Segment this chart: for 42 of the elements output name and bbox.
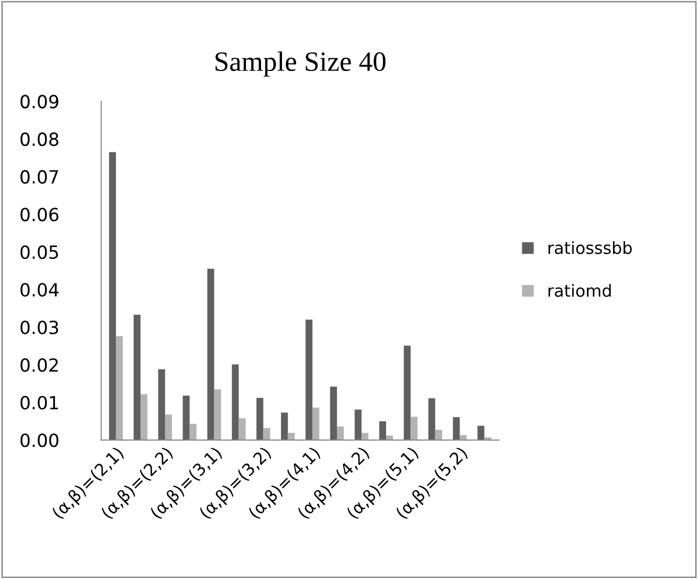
bar [280, 412, 288, 440]
y-tick-label: 0.01 [20, 396, 58, 410]
bar [306, 320, 312, 440]
bar [116, 336, 123, 440]
bar [214, 389, 222, 440]
bar [362, 432, 368, 440]
bar [134, 314, 141, 440]
bar [330, 386, 337, 440]
y-tick-label: 0.04 [20, 282, 59, 297]
bar [238, 418, 246, 440]
bar [410, 416, 418, 440]
bar [232, 364, 239, 440]
y-tick-label: 0.08 [20, 132, 58, 146]
bar [477, 426, 484, 440]
bar [140, 394, 148, 440]
bar [109, 152, 116, 440]
y-tick-label: 0.02 [20, 358, 58, 372]
bar [256, 398, 264, 440]
y-tick-label: 0.00 [20, 434, 58, 448]
legend-label: ratiomd [548, 284, 611, 297]
legend-label: ratiosssbb [548, 241, 632, 254]
bar [312, 408, 320, 440]
bar [263, 428, 270, 440]
bar [354, 410, 362, 440]
y-tick-label: 0.07 [20, 170, 58, 184]
bar [379, 421, 386, 440]
bar [435, 430, 442, 440]
bar [207, 268, 214, 440]
chart-title: Sample Size 40 [216, 51, 386, 77]
y-tick-label: 0.05 [20, 245, 58, 259]
bar [404, 346, 411, 440]
bar [158, 369, 166, 440]
bar [386, 436, 393, 440]
y-tick-label: 0.09 [20, 94, 58, 108]
y-tick-label: 0.03 [20, 320, 58, 334]
bar [428, 398, 436, 440]
bar [336, 426, 344, 440]
bar [452, 417, 460, 440]
bar [182, 396, 190, 440]
y-tick-label: 0.06 [20, 208, 58, 222]
bar [165, 414, 172, 440]
bar [190, 424, 196, 440]
